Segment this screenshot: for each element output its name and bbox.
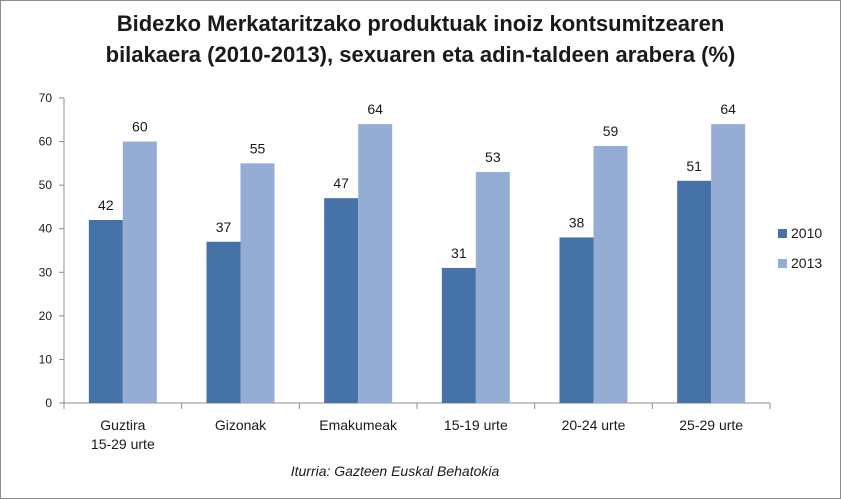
data-label-2013: 59 <box>603 123 619 139</box>
bar-2010 <box>441 267 476 403</box>
bar-2010 <box>324 198 359 403</box>
bar-2013 <box>593 145 628 403</box>
data-label-2013: 64 <box>720 101 736 117</box>
chart-title: Bidezko Merkataritzako produktuak inoiz … <box>0 8 841 70</box>
chart-title-line-2: bilakaera (2010-2013), sexuaren eta adin… <box>105 42 736 67</box>
bar-2010 <box>677 180 712 403</box>
bar-2010 <box>88 220 123 403</box>
data-label-2013: 60 <box>132 119 148 135</box>
y-tick-label: 40 <box>39 222 53 236</box>
data-label-2010: 47 <box>333 175 349 191</box>
y-tick-label: 0 <box>45 396 52 410</box>
legend-swatch-2010 <box>778 229 787 238</box>
bar-2013 <box>475 172 510 403</box>
data-label-2010: 51 <box>686 158 702 174</box>
x-category-label: 15-19 urte <box>444 417 508 433</box>
chart-title-line-1: Bidezko Merkataritzako produktuak inoiz … <box>116 11 725 36</box>
legend-swatch-2013 <box>778 259 787 268</box>
legend-label-2010: 2010 <box>791 225 822 241</box>
x-category-label: 20-24 urte <box>562 417 626 433</box>
y-tick-label: 20 <box>39 309 53 323</box>
bar-2010 <box>559 237 594 403</box>
data-label-2013: 55 <box>250 140 266 156</box>
y-tick-label: 50 <box>39 178 53 192</box>
bar-2013 <box>240 163 275 403</box>
bar-2013 <box>711 124 746 404</box>
data-label-2013: 53 <box>485 149 501 165</box>
data-label-2010: 38 <box>569 214 585 230</box>
y-tick-label: 70 <box>39 91 53 105</box>
y-tick-label: 10 <box>39 352 53 366</box>
data-label-2010: 37 <box>216 219 232 235</box>
source-note: Iturria: Gazteen Euskal Behatokia <box>291 463 500 479</box>
axes: 0 10 20 30 40 50 60 70 Guztira 15-29 urte Gizonak E… <box>39 91 771 452</box>
x-category-label: 15-29 urte <box>91 436 155 452</box>
y-tick-label: 30 <box>39 265 53 279</box>
bar-2013 <box>122 141 157 404</box>
bar-2010 <box>206 241 241 403</box>
data-label-2010: 31 <box>451 245 467 261</box>
legend: 2010 2013 <box>778 225 822 271</box>
data-label-2013: 64 <box>367 101 383 117</box>
x-category-label: Gizonak <box>215 417 267 433</box>
legend-label-2013: 2013 <box>791 255 822 271</box>
x-category-label: Guztira <box>100 417 145 433</box>
y-tick-label: 60 <box>39 135 53 149</box>
data-label-2010: 42 <box>98 197 114 213</box>
bars <box>88 124 746 404</box>
data-labels: 42 37 47 31 38 51 60 55 64 53 59 64 <box>98 101 736 261</box>
x-category-label: 25-29 urte <box>679 417 743 433</box>
bar-2013 <box>358 124 393 404</box>
x-category-label: Emakumeak <box>319 417 398 433</box>
